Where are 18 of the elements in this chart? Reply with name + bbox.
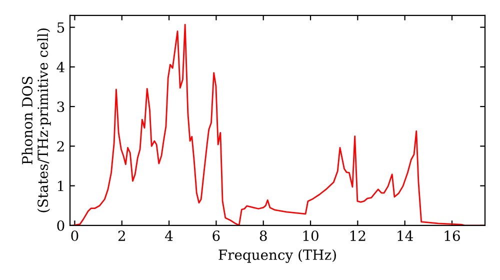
y-tick-label: 4 xyxy=(56,62,64,72)
line-series xyxy=(72,24,485,226)
x-tick-label: 4 xyxy=(165,230,173,241)
y-tick-label: 5 xyxy=(57,22,64,33)
x-tick-label: 14 xyxy=(398,230,413,241)
y-tick-label: 1 xyxy=(58,180,64,192)
x-axis-title: Frequency (THz) xyxy=(218,249,336,263)
x-tick-label: 10 xyxy=(303,230,318,242)
x-tick-label: 2 xyxy=(118,230,125,241)
x-tick-label: 8 xyxy=(260,230,267,242)
x-tick-label: 12 xyxy=(350,230,366,241)
y-tick-label: 3 xyxy=(57,102,64,112)
x-tick-label: 6 xyxy=(212,230,220,242)
y-axis-title: Phonon DOS (States/THz·primitive cell) xyxy=(22,28,51,212)
y-tick-label: 0 xyxy=(57,220,64,231)
y-tick-label: 2 xyxy=(57,141,64,152)
x-tick-label: 0 xyxy=(71,230,78,242)
x-tick-label: 16 xyxy=(444,230,460,242)
